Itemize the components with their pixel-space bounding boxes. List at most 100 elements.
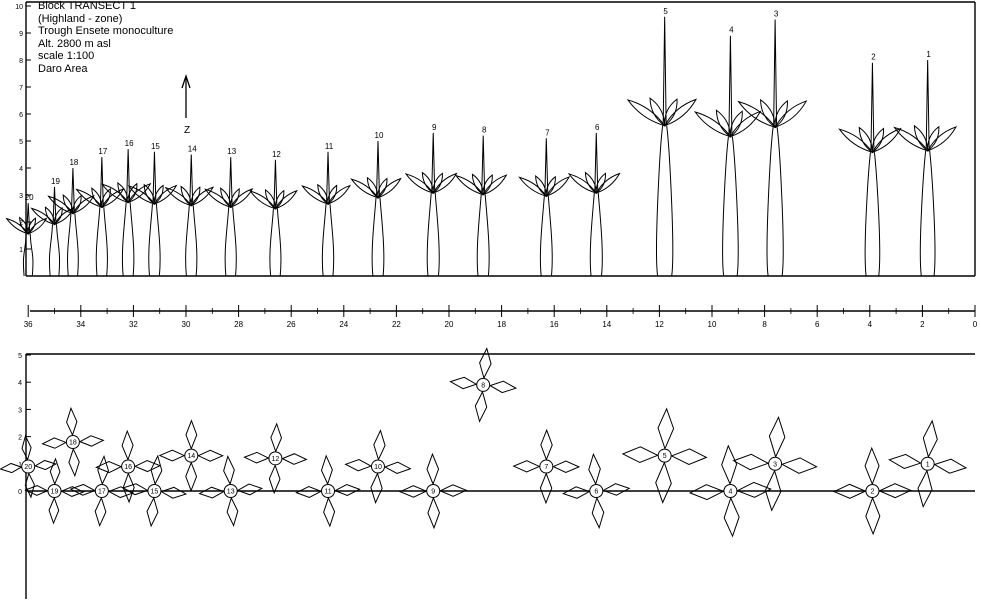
plant-position-marker — [657, 448, 672, 463]
side-view-plant: 8 — [454, 126, 508, 277]
leaf-blade — [27, 217, 48, 235]
central-leaf — [594, 132, 599, 194]
leaf-blade — [317, 183, 329, 205]
side-view-plant: 3 — [737, 10, 808, 277]
leaf-blade — [545, 176, 571, 198]
plant-position-marker — [21, 459, 36, 474]
x-axis-tick-label: 28 — [234, 320, 243, 329]
leaf-diamond — [133, 459, 162, 473]
legend-zone: (Highland - zone) — [38, 12, 123, 25]
leaf-diamond — [226, 496, 239, 527]
plant-position-marker — [223, 484, 238, 498]
diagram-legend: Block TRANSECT 1 (Highland - zone) Troug… — [38, 0, 173, 76]
leaf-diamond — [49, 457, 61, 486]
leaf-diamond — [383, 461, 412, 475]
leaf-blade — [91, 187, 103, 209]
pseudostem — [29, 233, 34, 277]
plant-position-marker — [94, 484, 109, 498]
top-y-tick-label: 1 — [19, 247, 23, 254]
leaf-blade — [220, 187, 232, 209]
leaf-blade — [838, 128, 874, 154]
plan-plant-number: 11 — [324, 489, 331, 496]
leaf-blade — [584, 171, 597, 194]
pseudostem — [666, 125, 674, 277]
x-axis-tick-label: 6 — [815, 320, 820, 329]
pseudostem — [766, 127, 774, 277]
leaf-diamond — [0, 462, 23, 474]
side-view-plant: 2 — [838, 53, 902, 277]
x-axis-tick-label: 18 — [497, 320, 506, 329]
leaf-diamond — [185, 419, 198, 451]
side-plant-number: 8 — [482, 126, 487, 135]
plan-view-plant: 4 — [688, 444, 772, 538]
leaf-blade — [366, 176, 379, 199]
leaf-blade — [53, 206, 63, 226]
leaf-blade — [230, 187, 240, 209]
leaf-diamond — [48, 496, 60, 525]
leaf-diamond — [236, 483, 264, 496]
leaf-blade — [774, 99, 788, 129]
leaf-blade — [737, 100, 777, 129]
x-axis-tick-label: 22 — [392, 320, 401, 329]
central-leaf — [152, 151, 157, 204]
plan-plant-number: 10 — [374, 464, 382, 471]
plan-plant-number: 20 — [24, 464, 32, 471]
leaf-blade — [101, 187, 111, 209]
bottom-y-tick-label: 5 — [18, 353, 22, 360]
x-axis-ticks: 36 34 32 30 28 26 24 22 20 18 16 14 12 10 8 6 4 2 0 — [24, 305, 978, 329]
leaf-blade — [482, 174, 508, 196]
plan-view-plant: 9 — [398, 452, 468, 530]
bottom-y-tick-label: 4 — [18, 380, 22, 387]
leaf-diamond — [21, 434, 32, 461]
side-plant-number: 20 — [25, 193, 34, 202]
pseudostem — [873, 152, 881, 277]
side-plant-number: 5 — [663, 7, 668, 16]
plan-view-plant: 11 — [295, 454, 361, 528]
leaf-blade — [663, 98, 698, 127]
leaf-blade — [893, 126, 929, 152]
side-view-plant: 19 — [30, 177, 76, 277]
leaf-diamond — [95, 460, 123, 474]
leaf-diamond — [33, 459, 58, 471]
plant-position-marker — [920, 456, 935, 471]
x-axis-tick-label: 2 — [920, 320, 925, 329]
top-y-tick-label: 3 — [19, 193, 23, 200]
central-leaf — [126, 149, 131, 203]
plant-position-marker — [268, 451, 283, 466]
pseudostem — [722, 136, 729, 277]
plan-plant-number: 2 — [870, 489, 874, 496]
leaf-diamond — [398, 485, 428, 498]
top-y-tick-label: 10 — [15, 4, 23, 11]
plan-view-plant: 10 — [344, 429, 412, 504]
plant-position-marker — [476, 377, 491, 392]
leaf-blade — [471, 173, 484, 196]
leaf-diamond — [449, 376, 478, 390]
pseudostem — [269, 208, 274, 277]
leaf-blade — [421, 171, 434, 194]
leaf-diamond — [122, 472, 135, 504]
z-direction-arrow: Z — [181, 73, 191, 136]
leaf-diamond — [917, 469, 933, 509]
pseudostem — [434, 192, 440, 277]
side-plant-number: 18 — [69, 158, 78, 167]
side-view-plant: 1 — [893, 50, 958, 277]
top-y-tick-label: 5 — [19, 139, 23, 146]
plan-view-plant: 1 — [888, 419, 968, 509]
leaf-diamond — [60, 486, 85, 497]
pseudostem — [224, 207, 230, 277]
leaf-blade — [100, 188, 125, 208]
plan-view-plant: 17 — [69, 454, 135, 528]
leaf-diamond — [197, 449, 224, 462]
leaf-diamond — [94, 496, 107, 528]
leaf-blade — [926, 126, 958, 152]
leaf-diamond — [588, 452, 601, 486]
plan-plant-number: 6 — [594, 489, 598, 496]
side-view-plant: 10 — [350, 131, 402, 277]
pseudostem — [329, 203, 335, 277]
leaf-blade — [71, 194, 95, 215]
leaf-blade — [180, 185, 192, 207]
plan-view-plant: 5 — [621, 407, 708, 504]
x-axis-tick-label: 26 — [287, 320, 296, 329]
